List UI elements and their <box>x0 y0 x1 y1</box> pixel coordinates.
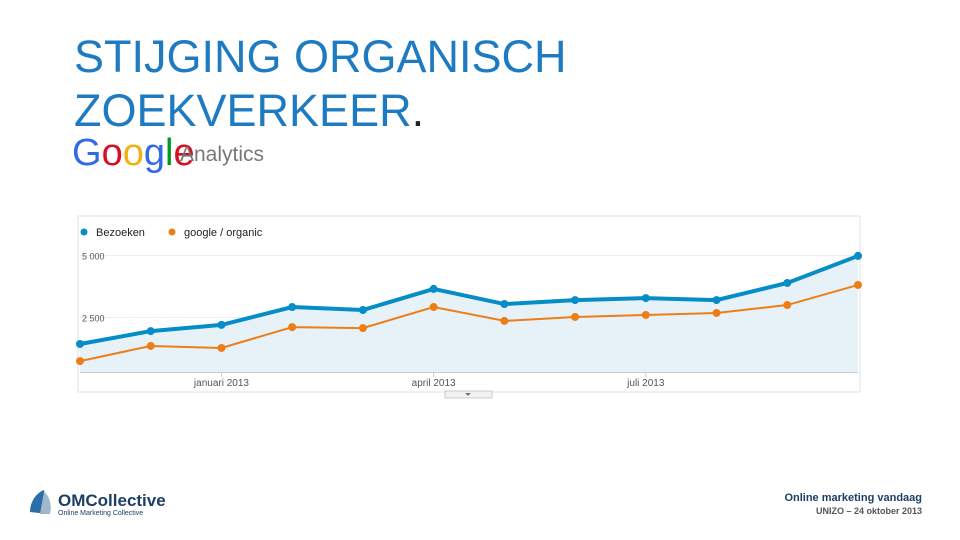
x-tick-label: januari 2013 <box>193 378 249 389</box>
company-tagline: Online Marketing Collective <box>58 510 143 517</box>
google-logo: Google <box>72 132 195 174</box>
data-point <box>712 296 721 305</box>
logo-letter: G <box>72 132 102 174</box>
title-period: . <box>412 85 425 136</box>
legend-label: google / organic <box>184 227 263 239</box>
legend-swatch <box>80 228 88 236</box>
footer-subtitle: UNIZO – 24 oktober 2013 <box>816 506 922 516</box>
series-line <box>79 254 859 346</box>
data-point <box>571 296 580 305</box>
data-point <box>288 303 297 312</box>
series-line <box>79 283 859 363</box>
data-point <box>712 308 721 317</box>
company-icon <box>40 492 51 514</box>
legend-label: Bezoeken <box>96 227 145 239</box>
title-line: ZOEKVERKEER. <box>74 85 424 136</box>
data-point <box>146 341 155 350</box>
y-tick-label: 5 000 <box>82 251 105 261</box>
company-name: OMCollective <box>58 491 166 510</box>
title-line: STIJGING ORGANISCH <box>74 31 567 82</box>
data-point <box>76 339 84 348</box>
data-point <box>358 324 367 333</box>
data-point <box>217 343 226 352</box>
x-tick-label: april 2013 <box>412 378 456 389</box>
data-point <box>358 306 367 314</box>
data-point <box>429 303 438 312</box>
data-point <box>571 312 580 321</box>
x-tick-label: juli 2013 <box>626 378 665 389</box>
data-point <box>854 280 862 289</box>
data-point <box>429 284 438 293</box>
data-point <box>500 300 509 309</box>
logo-letter: g <box>144 132 165 174</box>
data-point <box>641 310 650 319</box>
data-point <box>217 320 226 329</box>
data-point <box>854 251 862 260</box>
data-point <box>76 357 84 366</box>
data-point <box>500 316 509 325</box>
data-point <box>146 327 155 336</box>
logo-letter: e <box>173 132 194 174</box>
data-point <box>783 301 792 310</box>
title-line: ZOEKVERKEER <box>74 85 412 136</box>
analytics-label: Analytics <box>180 143 264 166</box>
logo-letter: o <box>102 132 123 174</box>
logo-letter: l <box>165 132 173 174</box>
y-tick-label: 2 500 <box>82 313 105 323</box>
data-point <box>288 323 297 332</box>
data-point <box>783 278 792 287</box>
tab-arrow <box>465 393 471 396</box>
legend-swatch <box>168 228 176 236</box>
logo-letter: o <box>123 132 144 174</box>
data-point <box>641 294 650 303</box>
footer-title: Online marketing vandaag <box>784 492 922 504</box>
